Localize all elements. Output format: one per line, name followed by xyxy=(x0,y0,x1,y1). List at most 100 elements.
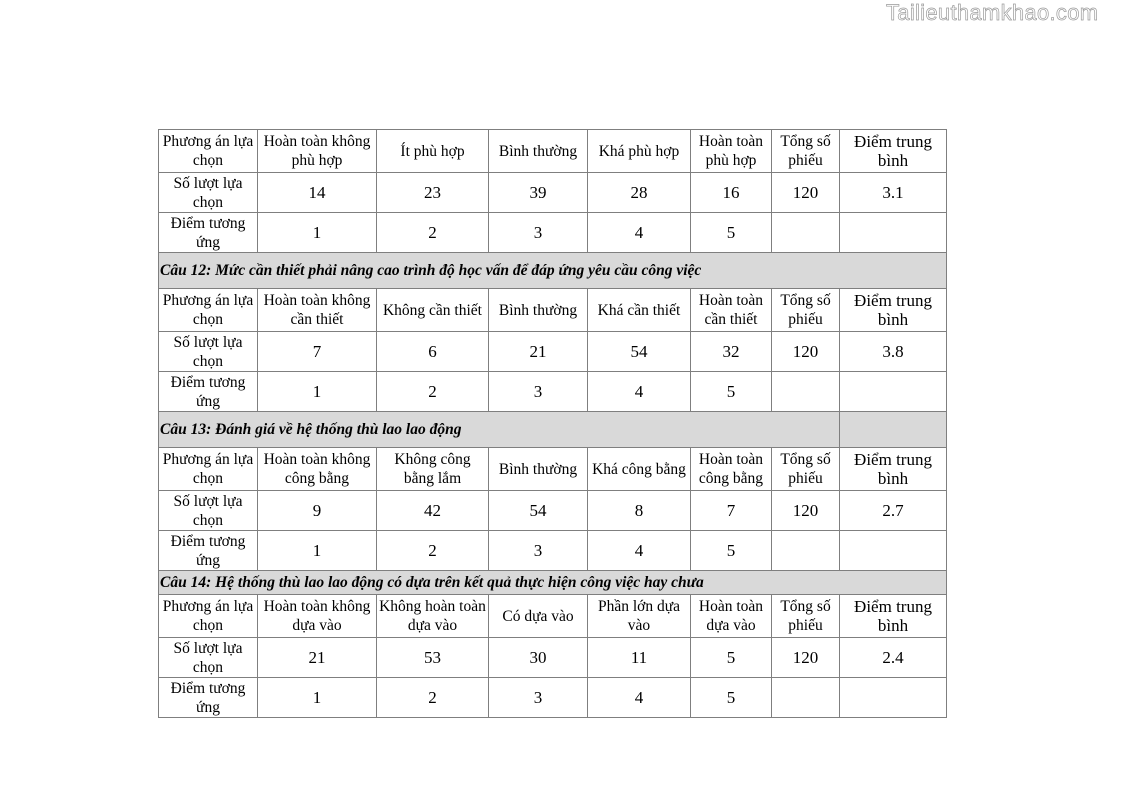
count-row: Số lượt lựa chọn 21 53 30 11 5 120 2.4 xyxy=(158,637,947,678)
option-header: Hoàn toàn không phù hợp xyxy=(257,129,377,173)
empty-cell xyxy=(771,530,840,571)
score-row: Điểm tương ứng 1 2 3 4 5 xyxy=(158,371,947,412)
row-label-score: Điểm tương ứng xyxy=(158,677,258,718)
score-cell: 2 xyxy=(376,212,489,253)
count-cell: 21 xyxy=(257,637,377,678)
option-header: Ít phù hợp xyxy=(376,129,489,173)
header-row: Phương án lựa chọn Hoàn toàn không cần th… xyxy=(158,288,947,332)
total-header: Tổng số phiếu xyxy=(771,594,840,638)
average-header: Điểm trung bình xyxy=(839,129,947,173)
count-cell: 54 xyxy=(587,331,691,372)
section-title-row: Câu 13: Đánh giá về hệ thống thù lao lao… xyxy=(158,411,947,448)
survey-table: Phương án lựa chọn Hoàn toàn không phù hợ… xyxy=(158,129,947,718)
empty-cell xyxy=(839,371,947,412)
empty-cell xyxy=(839,212,947,253)
option-header: Khá cần thiết xyxy=(587,288,691,332)
section-title: Câu 13: Đánh giá về hệ thống thù lao lao… xyxy=(158,411,840,448)
total-cell: 120 xyxy=(771,331,840,372)
total-cell: 120 xyxy=(771,637,840,678)
option-header: Khá công bằng xyxy=(587,447,691,491)
option-header: Hoàn toàn không cần thiết xyxy=(257,288,377,332)
total-cell: 120 xyxy=(771,172,840,213)
count-cell: 42 xyxy=(376,490,489,531)
score-row: Điểm tương ứng 1 2 3 4 5 xyxy=(158,212,947,253)
score-cell: 2 xyxy=(376,371,489,412)
section-title-row: Câu 12: Mức cần thiết phải nâng cao trìn… xyxy=(158,252,947,289)
average-cell: 2.4 xyxy=(839,637,947,678)
score-cell: 5 xyxy=(690,212,772,253)
option-header: Hoàn toàn không dựa vào xyxy=(257,594,377,638)
score-cell: 1 xyxy=(257,212,377,253)
count-cell: 11 xyxy=(587,637,691,678)
score-cell: 2 xyxy=(376,677,489,718)
option-header: Bình thường xyxy=(488,447,588,491)
score-cell: 1 xyxy=(257,530,377,571)
empty-cell xyxy=(771,677,840,718)
count-cell: 32 xyxy=(690,331,772,372)
option-header: Không cần thiết xyxy=(376,288,489,332)
total-header: Tổng số phiếu xyxy=(771,288,840,332)
option-header: Hoàn toàn công bằng xyxy=(690,447,772,491)
score-row: Điểm tương ứng 1 2 3 4 5 xyxy=(158,677,947,718)
header-row: Phương án lựa chọn Hoàn toàn không phù hợ… xyxy=(158,129,947,173)
option-header: Hoàn toàn không công bằng xyxy=(257,447,377,491)
empty-cell xyxy=(771,371,840,412)
score-cell: 5 xyxy=(690,530,772,571)
score-cell: 5 xyxy=(690,371,772,412)
empty-cell xyxy=(839,530,947,571)
average-cell: 3.1 xyxy=(839,172,947,213)
average-cell: 3.8 xyxy=(839,331,947,372)
count-cell: 9 xyxy=(257,490,377,531)
total-header: Tổng số phiếu xyxy=(771,129,840,173)
score-cell: 1 xyxy=(257,371,377,412)
empty-cell xyxy=(771,212,840,253)
option-header: Bình thường xyxy=(488,129,588,173)
row-label-option: Phương án lựa chọn xyxy=(158,594,258,638)
row-label-score: Điểm tương ứng xyxy=(158,530,258,571)
score-cell: 3 xyxy=(488,677,588,718)
option-header: Bình thường xyxy=(488,288,588,332)
count-cell: 6 xyxy=(376,331,489,372)
count-cell: 30 xyxy=(488,637,588,678)
row-label-count: Số lượt lựa chọn xyxy=(158,331,258,372)
score-cell: 4 xyxy=(587,212,691,253)
count-cell: 53 xyxy=(376,637,489,678)
average-header: Điểm trung bình xyxy=(839,594,947,638)
total-cell: 120 xyxy=(771,490,840,531)
count-cell: 5 xyxy=(690,637,772,678)
score-cell: 4 xyxy=(587,530,691,571)
option-header: Hoàn toàn cần thiết xyxy=(690,288,772,332)
score-cell: 3 xyxy=(488,371,588,412)
count-cell: 21 xyxy=(488,331,588,372)
row-label-option: Phương án lựa chọn xyxy=(158,288,258,332)
option-header: Khá phù hợp xyxy=(587,129,691,173)
option-header: Hoàn toàn dựa vào xyxy=(690,594,772,638)
row-label-count: Số lượt lựa chọn xyxy=(158,490,258,531)
count-cell: 39 xyxy=(488,172,588,213)
header-row: Phương án lựa chọn Hoàn toàn không công b… xyxy=(158,447,947,491)
watermark: Tailieuthamkhao.com xyxy=(886,0,1099,25)
row-label-score: Điểm tương ứng xyxy=(158,212,258,253)
average-cell: 2.7 xyxy=(839,490,947,531)
count-cell: 14 xyxy=(257,172,377,213)
section-title-row: Câu 14: Hệ thống thù lao lao động có dựa… xyxy=(158,570,947,595)
count-cell: 23 xyxy=(376,172,489,213)
count-cell: 28 xyxy=(587,172,691,213)
score-cell: 3 xyxy=(488,530,588,571)
option-header: Phần lớn dựa vào xyxy=(587,594,691,638)
average-header: Điểm trung bình xyxy=(839,288,947,332)
score-cell: 5 xyxy=(690,677,772,718)
section-title-blank xyxy=(839,411,947,448)
row-label-option: Phương án lựa chọn xyxy=(158,129,258,173)
option-header: Không hoàn toàn dựa vào xyxy=(376,594,489,638)
count-cell: 16 xyxy=(690,172,772,213)
row-label-option: Phương án lựa chọn xyxy=(158,447,258,491)
score-row: Điểm tương ứng 1 2 3 4 5 xyxy=(158,530,947,571)
row-label-count: Số lượt lựa chọn xyxy=(158,637,258,678)
option-header: Không công bằng lắm xyxy=(376,447,489,491)
header-row: Phương án lựa chọn Hoàn toàn không dựa và… xyxy=(158,594,947,638)
count-cell: 54 xyxy=(488,490,588,531)
count-row: Số lượt lựa chọn 9 42 54 8 7 120 2.7 xyxy=(158,490,947,531)
score-cell: 4 xyxy=(587,371,691,412)
count-cell: 7 xyxy=(690,490,772,531)
